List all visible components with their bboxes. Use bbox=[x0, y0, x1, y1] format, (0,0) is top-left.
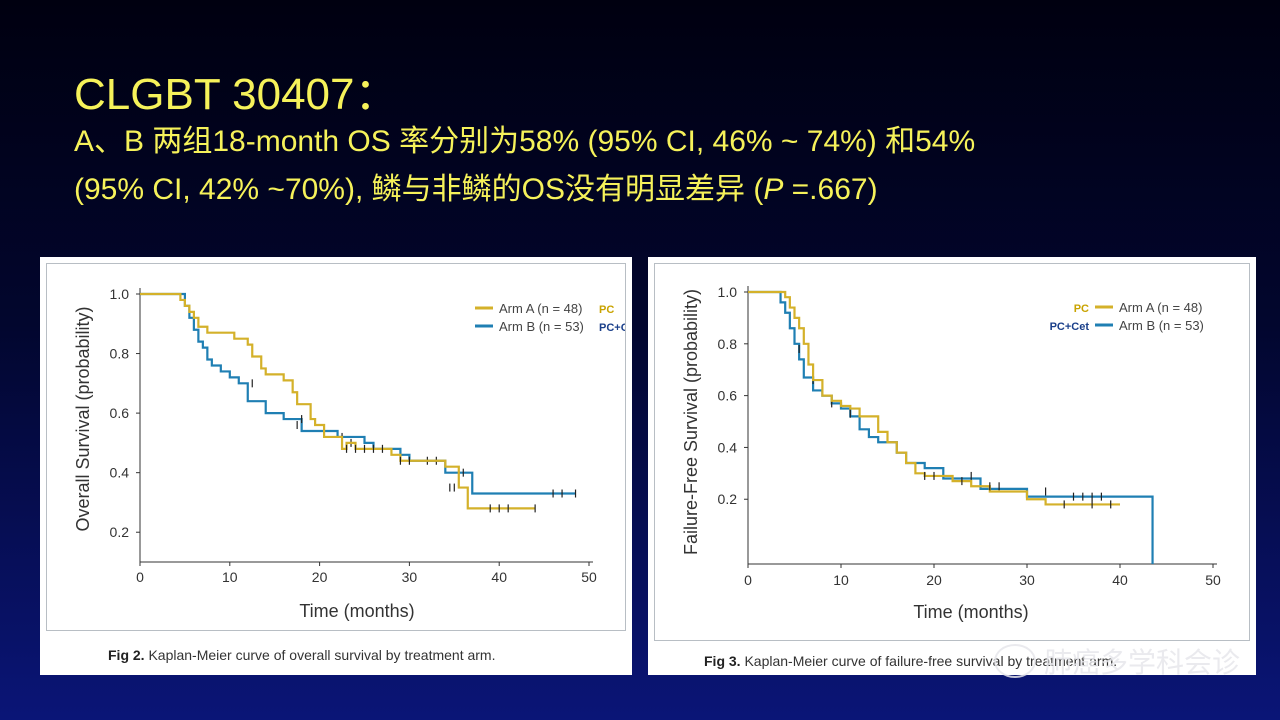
x-tick-label: 30 bbox=[402, 569, 418, 585]
subtitle-line-1: A、B 两组18-month OS 率分别为58% (95% CI, 46% ~… bbox=[74, 125, 976, 158]
x-tick-label: 10 bbox=[222, 569, 238, 585]
ffs-kaplan-meier-chart: 0.2 0.4 0.6 0.8 1.0 0 10 20 30 40 50 Time (months) F… bbox=[681, 284, 1221, 622]
y-tick-label: 0.4 bbox=[718, 439, 738, 455]
x-axis-title: Time (months) bbox=[299, 601, 414, 621]
x-axis-title: Time (months) bbox=[913, 602, 1028, 622]
y-tick-label: 0.6 bbox=[718, 388, 738, 404]
legend-label: Arm B (n = 53) bbox=[499, 319, 584, 334]
p-value-symbol: P bbox=[763, 173, 784, 206]
x-tick-label: 10 bbox=[833, 572, 849, 588]
figure-panel-os: 0.2 0.4 0.6 0.8 1.0 0 10 20 30 40 50 Time (months) O… bbox=[40, 257, 639, 675]
y-tick-label: 0.2 bbox=[718, 491, 738, 507]
legend-label: Arm B (n = 53) bbox=[1119, 318, 1204, 333]
legend-annotation: PC bbox=[1074, 303, 1089, 315]
legend-annotation: PC bbox=[599, 304, 614, 316]
arm-a-curve bbox=[140, 292, 536, 510]
figure-caption-os: Fig 2. Kaplan-Meier curve of overall sur… bbox=[108, 647, 495, 663]
x-tick-label: 40 bbox=[1112, 572, 1128, 588]
caption-text: Kaplan-Meier curve of overall survival b… bbox=[144, 647, 496, 663]
legend-label: Arm A (n = 48) bbox=[499, 301, 582, 316]
figure-frame-os: 0.2 0.4 0.6 0.8 1.0 0 10 20 30 40 50 Time (months) O… bbox=[46, 263, 639, 631]
caption-label: Fig 2. bbox=[108, 647, 145, 663]
legend-annotation: PC+Cet bbox=[1050, 321, 1090, 333]
os-kaplan-meier-chart: 0.2 0.4 0.6 0.8 1.0 0 10 20 30 40 50 Time (months) O… bbox=[73, 286, 639, 621]
y-tick-label: 1.0 bbox=[718, 284, 738, 300]
wechat-icon bbox=[993, 644, 1036, 678]
y-tick-label: 0.4 bbox=[110, 465, 130, 481]
x-tick-label: 40 bbox=[491, 569, 507, 585]
y-tick-label: 1.0 bbox=[110, 286, 130, 302]
legend-label: Arm A (n = 48) bbox=[1119, 300, 1202, 315]
x-tick-label: 50 bbox=[581, 569, 597, 585]
x-tick-label: 30 bbox=[1019, 572, 1035, 588]
arm-b-curve bbox=[748, 290, 1154, 564]
watermark: 肺癌多学科会诊 bbox=[993, 641, 1240, 681]
p-value-text: =.667) bbox=[783, 173, 878, 206]
subtitle-line-2-text: (95% CI, 42% ~70%), 鳞与非鳞的OS没有明显差异 ( bbox=[74, 173, 764, 206]
caption-label: Fig 3. bbox=[704, 653, 741, 669]
legend-annotation: PC+Cet bbox=[599, 322, 625, 334]
x-tick-label: 0 bbox=[136, 569, 144, 585]
x-tick-label: 20 bbox=[312, 569, 328, 585]
figure-panel-ffs: 0.2 0.4 0.6 0.8 1.0 0 10 20 30 40 50 Time (months) F… bbox=[648, 257, 1256, 675]
y-tick-label: 0.2 bbox=[110, 524, 130, 540]
y-tick-label: 0.8 bbox=[718, 336, 738, 352]
y-axis-title: Overall Survival (probability) bbox=[73, 306, 93, 531]
arm-a-curve bbox=[748, 290, 1120, 506]
watermark-text: 肺癌多学科会诊 bbox=[1043, 646, 1240, 679]
figure-frame-ffs: 0.2 0.4 0.6 0.8 1.0 0 10 20 30 40 50 Time (months) F… bbox=[654, 263, 1250, 641]
slide-subtitle: A、B 两组18-month OS 率分别为58% (95% CI, 46% ~… bbox=[74, 118, 1244, 214]
y-axis-title: Failure-Free Survival (probability) bbox=[681, 289, 701, 555]
y-tick-label: 0.6 bbox=[110, 405, 130, 421]
subtitle-line-2: (95% CI, 42% ~70%), 鳞与非鳞的OS没有明显差异 (P =.6… bbox=[74, 166, 1244, 214]
x-tick-label: 50 bbox=[1205, 572, 1221, 588]
x-tick-label: 0 bbox=[744, 572, 752, 588]
slide-title: CLGBT 30407： bbox=[74, 70, 399, 119]
y-tick-label: 0.8 bbox=[110, 346, 130, 362]
x-tick-label: 20 bbox=[926, 572, 942, 588]
